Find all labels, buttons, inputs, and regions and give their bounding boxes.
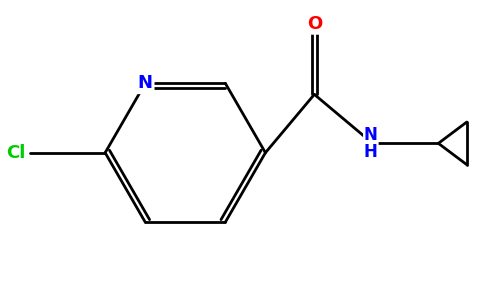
Text: N
H: N H: [364, 126, 378, 160]
Text: Cl: Cl: [7, 144, 26, 162]
Text: N: N: [138, 74, 153, 92]
Text: O: O: [307, 15, 322, 33]
